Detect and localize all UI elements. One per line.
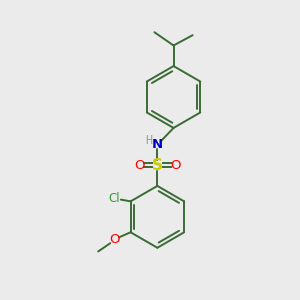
Text: O: O xyxy=(134,159,144,172)
Text: N: N xyxy=(152,138,163,151)
Text: S: S xyxy=(152,158,163,173)
Text: O: O xyxy=(170,159,181,172)
Text: H: H xyxy=(146,134,153,147)
Text: Cl: Cl xyxy=(109,192,120,205)
Text: O: O xyxy=(109,233,120,246)
